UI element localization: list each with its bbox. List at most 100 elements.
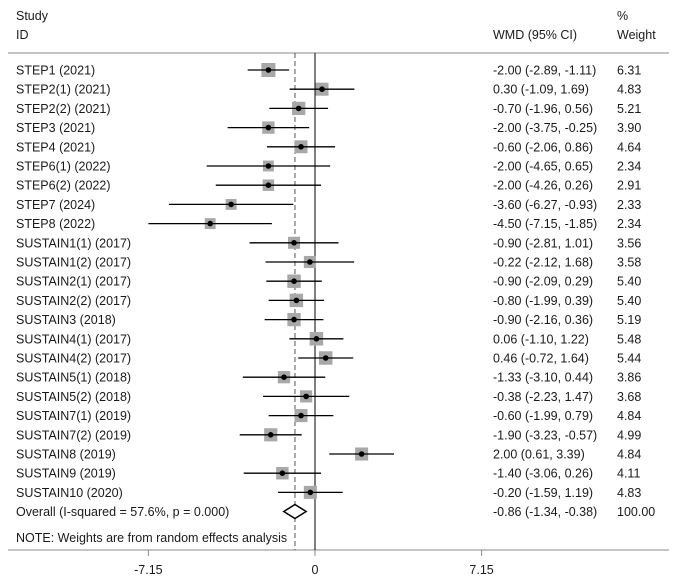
study-label: STEP6(1) (2022): [16, 160, 110, 174]
weight-text: 5.48: [617, 332, 641, 346]
weight-text: 5.19: [617, 313, 641, 327]
study-label: STEP7 (2024): [16, 198, 95, 212]
study-label: SUSTAIN1(2) (2017): [16, 256, 131, 270]
study-row: STEP7 (2024) -3.60 (-6.27, -0.93) 2.33: [16, 198, 641, 212]
study-rows: STEP1 (2021) -2.00 (-2.89, -1.11) 6.31STEP…: [16, 62, 641, 500]
study-label: SUSTAIN3 (2018): [16, 313, 116, 327]
study-label: SUSTAIN2(2) (2017): [16, 294, 131, 308]
point-estimate: [358, 451, 365, 457]
study-row: STEP1 (2021) -2.00 (-2.89, -1.11) 6.31: [16, 62, 641, 78]
study-row: SUSTAIN2(2) (2017) -0.80 (-1.99, 0.39) 5.4…: [16, 293, 641, 308]
point-estimate: [307, 489, 314, 496]
effect-ci-text: -0.70 (-1.96, 0.56): [493, 102, 593, 116]
effect-ci-text: -0.80 (-1.99, 0.39): [493, 294, 593, 308]
study-label: SUSTAIN9 (2019): [16, 467, 116, 481]
effect-ci-text: -2.00 (-3.75, -0.25): [493, 121, 597, 135]
study-row: STEP2(2) (2021) -0.70 (-1.96, 0.56) 5.21: [16, 101, 641, 116]
effect-ci-text: -2.00 (-4.65, 0.65): [493, 160, 593, 174]
weight-text: 4.83: [617, 486, 641, 500]
effect-ci-text: -0.90 (-2.81, 1.01): [493, 236, 593, 250]
weight-text: 4.84: [617, 448, 641, 462]
weights-note: NOTE: Weights are from random effects an…: [16, 531, 287, 545]
point-estimate: [265, 67, 272, 73]
weight-text: 3.86: [617, 371, 641, 385]
effect-ci-text: -0.90 (-2.16, 0.36): [493, 313, 593, 327]
point-estimate: [265, 182, 272, 188]
study-row: SUSTAIN4(1) (2017) 0.06 (-1.10, 1.22) 5.48: [16, 332, 641, 346]
weight-text: 4.64: [617, 140, 641, 154]
study-label: STEP1 (2021): [16, 64, 95, 78]
weight-text: 2.34: [617, 160, 641, 174]
study-row: STEP8 (2022) -4.50 (-7.15, -1.85) 2.34: [16, 217, 641, 231]
effect-ci-text: 0.46 (-0.72, 1.64): [493, 352, 589, 366]
header-id: ID: [16, 28, 29, 42]
header-percent: %: [617, 9, 628, 23]
point-estimate: [322, 355, 329, 361]
effect-ci-text: -1.33 (-3.10, 0.44): [493, 371, 593, 385]
point-estimate: [291, 278, 297, 285]
effect-ci-text: -0.38 (-2.23, 1.47): [493, 390, 593, 404]
weight-text: 5.40: [617, 294, 641, 308]
effect-ci-text: -0.90 (-2.09, 0.29): [493, 275, 593, 289]
point-estimate: [313, 336, 320, 342]
study-row: SUSTAIN1(1) (2017) -0.90 (-2.81, 1.01) 3.5…: [16, 236, 641, 250]
point-estimate: [265, 163, 272, 169]
weight-text: 3.68: [617, 390, 641, 404]
study-row: SUSTAIN10 (2020) -0.20 (-1.59, 1.19) 4.83: [16, 485, 641, 500]
point-estimate: [281, 374, 287, 381]
study-label: SUSTAIN2(1) (2017): [16, 275, 131, 289]
study-row: SUSTAIN1(2) (2017) -0.22 (-2.12, 1.68) 3.5…: [16, 256, 641, 270]
point-estimate: [265, 124, 272, 131]
study-row: STEP6(2) (2022) -2.00 (-4.26, 0.26) 2.91: [16, 179, 641, 193]
weight-text: 3.56: [617, 236, 641, 250]
point-estimate: [307, 259, 313, 265]
effect-ci-text: -1.40 (-3.06, 0.26): [493, 467, 593, 481]
effect-ci-text: -1.90 (-3.23, -0.57): [493, 428, 597, 442]
effect-ci-text: -0.60 (-2.06, 0.86): [493, 140, 593, 154]
point-estimate: [291, 240, 297, 246]
weight-text: 5.21: [617, 102, 641, 116]
point-estimate: [303, 393, 309, 400]
point-estimate: [291, 316, 297, 323]
study-row: SUSTAIN2(1) (2017) -0.90 (-2.09, 0.29) 5.4…: [16, 274, 641, 289]
weight-text: 2.33: [617, 198, 641, 212]
effect-ci-text: -3.60 (-6.27, -0.93): [493, 198, 597, 212]
study-row: STEP6(1) (2022) -2.00 (-4.65, 0.65) 2.34: [16, 160, 641, 174]
study-row: SUSTAIN9 (2019) -1.40 (-3.06, 0.26) 4.11: [16, 467, 640, 481]
study-label: STEP4 (2021): [16, 140, 95, 154]
header-weight: Weight: [617, 28, 656, 42]
study-label: SUSTAIN7(1) (2019): [16, 409, 131, 423]
header-effect: WMD (95% CI): [493, 28, 577, 42]
study-label: SUSTAIN5(1) (2018): [16, 371, 131, 385]
study-row: SUSTAIN7(1) (2019) -0.60 (-1.99, 0.79) 4.8…: [16, 409, 641, 423]
x-tick-label: -7.15: [134, 563, 163, 577]
study-row: SUSTAIN5(1) (2018) -1.33 (-3.10, 0.44) 3.8…: [16, 371, 641, 385]
weight-text: 4.99: [617, 428, 641, 442]
study-label: SUSTAIN10 (2020): [16, 486, 123, 500]
overall-ci: -0.86 (-1.34, -0.38): [493, 505, 597, 519]
effect-ci-text: -2.00 (-4.26, 0.26): [493, 179, 593, 193]
study-label: STEP3 (2021): [16, 121, 95, 135]
overall-weight: 100.00: [617, 505, 655, 519]
x-tick-label: 7.15: [469, 563, 493, 577]
effect-ci-text: -0.22 (-2.12, 1.68): [493, 256, 593, 270]
effect-ci-text: -2.00 (-2.89, -1.11): [493, 64, 596, 78]
weight-text: 2.91: [617, 179, 641, 193]
study-row: SUSTAIN8 (2019) 2.00 (0.61, 3.39) 4.84: [16, 447, 641, 462]
effect-ci-text: 0.30 (-1.09, 1.69): [493, 83, 589, 97]
header-study: Study: [16, 9, 49, 23]
point-estimate: [298, 412, 304, 419]
weight-text: 5.44: [617, 352, 641, 366]
effect-ci-text: -0.20 (-1.59, 1.19): [493, 486, 593, 500]
study-label: SUSTAIN1(1) (2017): [16, 236, 131, 250]
study-label: SUSTAIN8 (2019): [16, 448, 116, 462]
study-label: STEP6(2) (2022): [16, 179, 110, 193]
study-label: SUSTAIN7(2) (2019): [16, 428, 131, 442]
study-label: STEP2(1) (2021): [16, 83, 110, 97]
point-estimate: [295, 105, 302, 112]
point-estimate: [267, 432, 274, 438]
study-row: STEP4 (2021) -0.60 (-2.06, 0.86) 4.64: [16, 140, 641, 154]
weight-text: 6.31: [617, 64, 641, 78]
x-tick-label: 0: [312, 563, 319, 577]
effect-ci-text: -0.60 (-1.99, 0.79): [493, 409, 593, 423]
